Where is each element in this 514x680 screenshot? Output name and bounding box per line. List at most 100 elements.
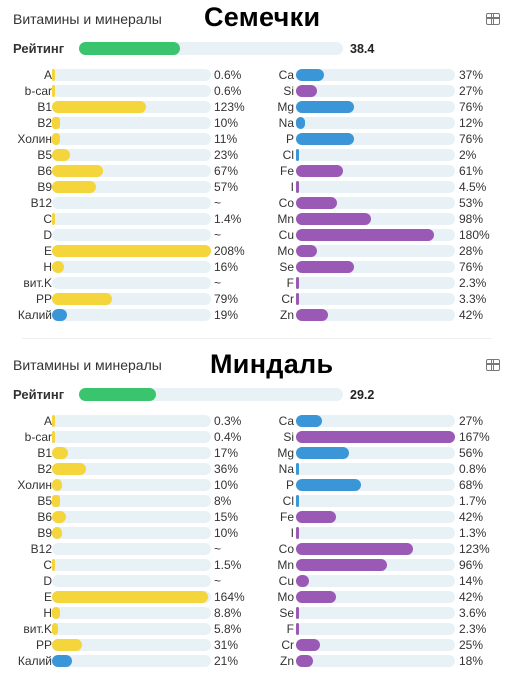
value-label: 61% [459,164,484,178]
table-view-icon[interactable] [486,13,500,25]
nutrient-label: Fe [279,510,294,524]
nutrient-row-b12: B12 ~ [0,541,514,557]
value-label: 56% [459,446,484,460]
nutrient-label: Si [283,430,294,444]
bar-fill-cu [296,575,310,587]
nutrient-row-b12: B12 ~ [0,195,514,211]
bar-track [52,639,211,651]
value-label: ~ [214,574,222,588]
bar-fill-c [52,559,55,571]
nutrient-label: H [43,260,52,274]
bar-fill-вит-k [52,623,58,635]
value-label: 25% [459,638,484,652]
bar-track [296,133,455,145]
bar-fill-si [296,85,317,97]
value-label: 0.6% [214,84,242,98]
bar-track [52,261,211,273]
nutrient-row-b1: B1 123% [0,99,514,115]
bar-fill-b1 [52,101,146,113]
bar-track [296,85,455,97]
nutrient-row-mn: Mn 98% [0,211,514,227]
nutrient-label: C [43,558,52,572]
bar-track [52,431,211,443]
nutrient-row-e: E 208% [0,243,514,259]
bar-track [296,245,455,257]
nutrient-label: B2 [37,116,52,130]
nutrient-row-f: F 2.3% [0,275,514,291]
bar-fill-b6 [52,511,67,523]
value-label: 8.8% [214,606,242,620]
bar-track [296,575,455,587]
nutrient-label: Se [279,606,294,620]
bar-fill-холин [52,133,61,145]
value-label: 164% [214,590,245,604]
value-label: 1.5% [214,558,242,572]
bar-fill-b9 [52,181,96,193]
bar-track [52,559,211,571]
nutrient-label: b-car [24,84,52,98]
value-label: 36% [214,462,239,476]
nutrient-row-b2: B2 10% [0,115,514,131]
nutrient-row-b5: B5 8% [0,493,514,509]
nutrient-label: Cr [281,638,294,652]
nutrient-row-zn: Zn 42% [0,307,514,323]
nutrient-label: B9 [37,180,52,194]
nutrient-label: Cu [278,228,294,242]
nutrient-row-mg: Mg 56% [0,445,514,461]
bar-track [52,197,211,209]
nutrient-row-p: P 76% [0,131,514,147]
bar-track [296,431,455,443]
bar-fill-b2 [52,463,87,475]
value-label: ~ [214,276,222,290]
nutrient-row-mg: Mg 76% [0,99,514,115]
nutrient-row-вит-k: вит.K 5.8% [0,621,514,637]
nutrient-row-cu: Cu 180% [0,227,514,243]
nutrient-label: Se [279,260,294,274]
value-label: 10% [214,526,239,540]
bar-fill-na [296,463,299,475]
bar-track [296,213,455,225]
value-label: 42% [459,510,484,524]
bar-track [52,133,211,145]
nutrient-row-mo: Mo 42% [0,589,514,605]
nutrient-label: Zn [279,654,294,668]
value-label: 2% [459,148,477,162]
bar-track [52,511,211,523]
bar-fill-b1 [52,447,69,459]
bar-track [296,591,455,603]
nutrient-row-холин: Холин 10% [0,477,514,493]
bar-track [52,447,211,459]
nutrient-row-na: Na 0.8% [0,461,514,477]
nutrient-label: Cl [282,148,294,162]
nutrient-label: P [285,478,294,492]
chart-panel-mindal: Витамины и минералы Миндаль Рейтинг 29.2… [0,346,514,680]
value-label: 79% [214,292,239,306]
value-label: 19% [214,308,239,322]
table-view-icon[interactable] [486,359,500,371]
value-label: 5.8% [214,622,242,636]
nutrient-row-cl: Cl 1.7% [0,493,514,509]
value-label: 14% [459,574,484,588]
bar-fill-cr [296,639,320,651]
bar-fill-na [296,117,306,129]
nutrient-label: B2 [37,462,52,476]
value-label: 57% [214,180,239,194]
bar-track [296,165,455,177]
bar-fill-e [52,591,209,603]
bar-fill-co [296,197,337,209]
bar-track [296,559,455,571]
bar-fill-fe [296,165,343,177]
bar-track [52,69,211,81]
value-label: 15% [214,510,239,524]
value-label: 37% [459,68,484,82]
bar-track [52,415,211,427]
rating-label: Рейтинг [13,41,65,56]
bar-track [296,309,455,321]
value-label: 10% [214,116,239,130]
chart-title: Семечки [204,2,321,32]
bar-fill-cl [296,149,299,161]
bar-fill-mn [296,559,388,571]
value-label: 98% [459,212,484,226]
rating-bar [79,42,343,55]
value-label: 68% [459,478,484,492]
